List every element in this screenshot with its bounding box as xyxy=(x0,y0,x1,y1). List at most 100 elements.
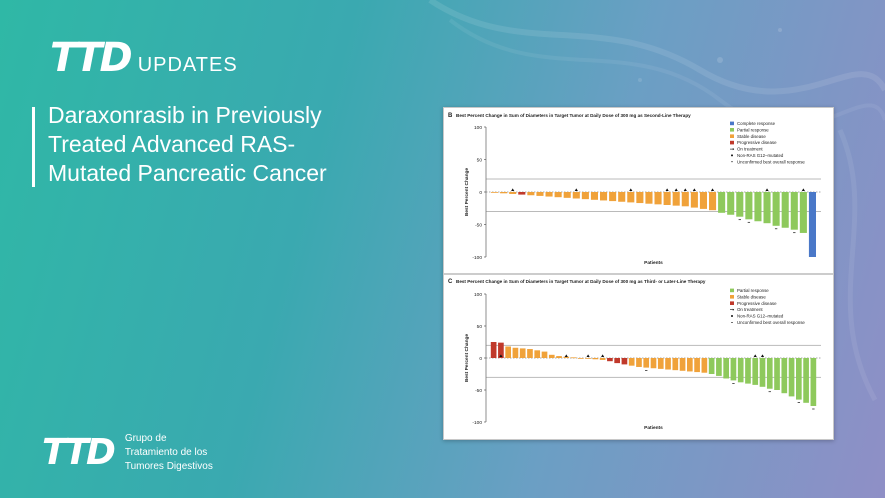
y-tick-label: 50 xyxy=(477,157,483,163)
title-accent-bar xyxy=(32,107,35,187)
x-axis-label: Patients xyxy=(644,260,663,266)
legend-label: Partial response xyxy=(737,127,769,132)
bar xyxy=(490,192,499,193)
bar xyxy=(699,192,708,209)
on-treatment-marker xyxy=(683,188,687,191)
updates-label: UPDATES xyxy=(137,54,238,76)
bar xyxy=(527,349,533,358)
chart-title: Best Percent Change in Sum of Diameters … xyxy=(456,113,691,118)
bar xyxy=(665,358,671,370)
bar xyxy=(621,358,628,365)
bar xyxy=(672,192,680,206)
bar xyxy=(505,346,512,358)
bar xyxy=(500,192,508,194)
bar xyxy=(708,192,717,211)
bar xyxy=(548,354,555,358)
legend-dot-icon xyxy=(731,315,733,317)
y-tick-label: 100 xyxy=(474,292,482,298)
legend-dot-icon xyxy=(731,154,733,157)
y-tick-label: -100 xyxy=(472,255,482,261)
bar xyxy=(609,192,617,202)
legend-arrowhead-icon xyxy=(732,308,735,311)
legend-swatch xyxy=(730,288,734,293)
on-treatment-marker xyxy=(753,354,757,357)
bar xyxy=(672,358,679,371)
legend-label: Unconfirmed best overall response xyxy=(737,320,805,325)
ttd-updates-logo: TTD UPDATES xyxy=(50,38,238,78)
bar xyxy=(788,358,795,397)
on-treatment-marker xyxy=(801,188,805,191)
slide-title-line: Mutated Pancreatic Cancer xyxy=(48,160,327,186)
on-treatment-marker xyxy=(760,354,765,357)
bar xyxy=(599,358,606,360)
group-name-line: Tumores Digestivos xyxy=(124,461,213,472)
legend-swatch xyxy=(730,121,734,126)
y-axis-label: Best Percent Change xyxy=(464,168,470,217)
bar xyxy=(663,192,671,205)
y-tick-label: -50 xyxy=(475,222,482,228)
legend-label: Progressive disease xyxy=(737,140,777,145)
legend-label: Stable disease xyxy=(737,294,766,299)
ttd-logo-text: TTD xyxy=(50,35,133,81)
chart-title: Best Percent Change in Sum of Diameters … xyxy=(456,279,706,284)
bar xyxy=(718,192,726,213)
on-treatment-marker xyxy=(665,188,669,191)
legend-label: Non-RAS G12–mutated xyxy=(737,314,784,319)
bar xyxy=(536,192,544,196)
y-tick-label: 100 xyxy=(474,125,482,131)
bar xyxy=(636,192,644,204)
on-treatment-marker xyxy=(574,188,578,191)
bar xyxy=(563,192,571,198)
bar xyxy=(803,358,809,403)
on-treatment-marker xyxy=(564,354,568,357)
y-tick-label: 0 xyxy=(479,356,482,362)
bar xyxy=(781,192,789,228)
panel-letter: B xyxy=(448,113,453,119)
bar xyxy=(563,356,570,358)
bar xyxy=(690,192,698,208)
bar xyxy=(614,358,621,364)
on-treatment-marker xyxy=(629,188,633,191)
bar xyxy=(694,358,700,373)
bar xyxy=(572,192,580,199)
ttd-group-logo: TTD Grupo de Tratamiento de los Tumores … xyxy=(42,432,213,474)
slide-title-line: Treated Advanced RAS- xyxy=(48,131,296,157)
legend-swatch xyxy=(730,134,734,138)
x-axis-label: Patients xyxy=(644,425,663,431)
y-axis-label: Best Percent Change xyxy=(464,334,470,383)
bar xyxy=(808,192,817,257)
legend-arrowhead-icon xyxy=(732,148,735,151)
on-treatment-marker xyxy=(586,354,590,357)
legend-label: Stable disease xyxy=(737,134,766,139)
bar xyxy=(745,192,753,220)
bar xyxy=(607,358,613,362)
bar xyxy=(736,192,744,217)
legend-label: Partial response xyxy=(737,288,769,293)
legend-swatch xyxy=(730,140,734,145)
legend-swatch xyxy=(730,295,734,299)
bar xyxy=(790,192,798,230)
bar xyxy=(654,192,662,205)
legend-label: Non-RAS G12–mutated xyxy=(737,153,784,158)
y-tick-label: -50 xyxy=(475,388,482,394)
bar xyxy=(581,192,589,200)
on-treatment-marker xyxy=(692,188,696,191)
bar xyxy=(737,358,744,383)
y-tick-label: 50 xyxy=(477,324,483,330)
bar xyxy=(628,358,635,366)
bar xyxy=(810,358,817,406)
bar xyxy=(627,192,635,203)
legend-label: Progressive disease xyxy=(737,301,777,306)
bar xyxy=(541,351,548,358)
slide-title: Daraxonrasib in Previously Treated Advan… xyxy=(48,101,408,188)
bar xyxy=(534,350,541,358)
bar xyxy=(686,358,693,372)
bar xyxy=(799,192,807,233)
legend-swatch xyxy=(730,128,734,132)
ttd-logo-text-bottom: TTD xyxy=(42,432,116,473)
bar xyxy=(645,192,653,204)
waterfall-figure: B Best Percent Change in Sum of Diameters… xyxy=(443,107,834,440)
waterfall-charts: B Best Percent Change in Sum of Diameters… xyxy=(444,113,833,431)
bar xyxy=(570,357,577,359)
y-tick-label: 0 xyxy=(479,190,482,196)
